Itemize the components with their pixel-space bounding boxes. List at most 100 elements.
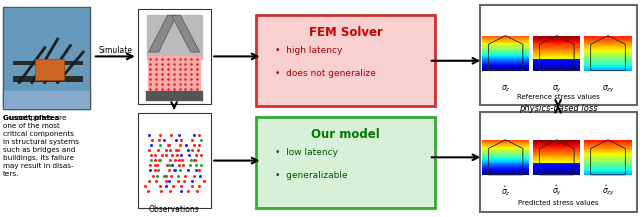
Polygon shape: [584, 63, 632, 64]
Polygon shape: [533, 66, 580, 67]
Polygon shape: [584, 160, 632, 161]
Polygon shape: [584, 59, 632, 60]
Polygon shape: [584, 47, 632, 48]
Polygon shape: [533, 50, 580, 51]
Polygon shape: [584, 172, 632, 173]
Polygon shape: [482, 47, 529, 48]
Polygon shape: [533, 152, 580, 153]
Polygon shape: [584, 170, 632, 171]
Polygon shape: [533, 146, 580, 147]
Polygon shape: [533, 44, 580, 45]
Polygon shape: [482, 45, 529, 46]
Polygon shape: [482, 172, 529, 173]
Text: $\hat{\sigma}_y$: $\hat{\sigma}_y$: [552, 184, 562, 198]
Polygon shape: [482, 52, 529, 53]
Polygon shape: [482, 56, 529, 57]
Polygon shape: [533, 170, 580, 171]
Polygon shape: [533, 41, 580, 42]
Polygon shape: [584, 68, 632, 69]
Polygon shape: [482, 170, 529, 171]
Polygon shape: [482, 58, 529, 59]
Polygon shape: [482, 140, 529, 141]
Polygon shape: [584, 156, 632, 157]
Polygon shape: [533, 57, 580, 58]
Polygon shape: [584, 167, 632, 168]
Polygon shape: [482, 59, 529, 60]
Polygon shape: [533, 46, 580, 47]
Text: •  generalizable: • generalizable: [275, 171, 348, 180]
Polygon shape: [482, 39, 529, 40]
Polygon shape: [533, 56, 580, 57]
Polygon shape: [482, 148, 529, 150]
Polygon shape: [584, 174, 632, 175]
Polygon shape: [482, 43, 529, 44]
Polygon shape: [482, 62, 529, 63]
Polygon shape: [533, 159, 580, 160]
Polygon shape: [584, 42, 632, 43]
Polygon shape: [584, 154, 632, 155]
Polygon shape: [584, 168, 632, 169]
Polygon shape: [533, 158, 580, 159]
Polygon shape: [482, 166, 529, 167]
Polygon shape: [533, 49, 580, 50]
Polygon shape: [533, 142, 580, 143]
Polygon shape: [533, 37, 580, 38]
Polygon shape: [584, 55, 632, 56]
Polygon shape: [533, 165, 580, 166]
Polygon shape: [584, 65, 632, 66]
Polygon shape: [533, 147, 580, 148]
Text: FEM Solver: FEM Solver: [308, 26, 383, 39]
Polygon shape: [482, 41, 529, 42]
Polygon shape: [482, 46, 529, 47]
Text: Gusset plates are
one of the most
critical components
in structural systems
such: Gusset plates are one of the most critic…: [3, 115, 79, 177]
Polygon shape: [584, 144, 632, 145]
Polygon shape: [482, 65, 529, 66]
Polygon shape: [482, 157, 529, 158]
Polygon shape: [482, 150, 529, 151]
Polygon shape: [482, 69, 529, 70]
FancyBboxPatch shape: [480, 5, 637, 105]
Polygon shape: [584, 66, 632, 67]
Text: Our model: Our model: [311, 128, 380, 141]
Polygon shape: [482, 145, 529, 146]
Polygon shape: [482, 51, 529, 52]
Polygon shape: [482, 67, 529, 68]
Polygon shape: [533, 167, 580, 168]
Polygon shape: [482, 152, 529, 153]
Polygon shape: [584, 58, 632, 59]
FancyBboxPatch shape: [138, 113, 211, 208]
Polygon shape: [533, 145, 580, 146]
Text: Simulate: Simulate: [98, 46, 132, 55]
Polygon shape: [584, 171, 632, 172]
Polygon shape: [584, 173, 632, 174]
Text: $\hat{\sigma}_z$: $\hat{\sigma}_z$: [500, 184, 511, 198]
Polygon shape: [533, 141, 580, 142]
Polygon shape: [533, 67, 580, 68]
Polygon shape: [482, 168, 529, 169]
Polygon shape: [584, 164, 632, 165]
Polygon shape: [533, 52, 580, 53]
Polygon shape: [533, 168, 580, 169]
Text: •  does not generalize: • does not generalize: [275, 69, 376, 78]
Polygon shape: [533, 55, 580, 56]
Polygon shape: [13, 76, 83, 82]
Polygon shape: [584, 53, 632, 54]
Polygon shape: [533, 172, 580, 173]
Polygon shape: [584, 52, 632, 53]
Polygon shape: [482, 154, 529, 155]
Polygon shape: [482, 167, 529, 168]
Polygon shape: [584, 60, 632, 61]
Polygon shape: [533, 155, 580, 156]
Polygon shape: [482, 53, 529, 54]
Polygon shape: [482, 60, 529, 61]
Text: Observations: Observations: [148, 205, 200, 214]
Polygon shape: [533, 164, 580, 165]
Polygon shape: [482, 163, 529, 164]
Text: $\hat{\sigma}_{zy}$: $\hat{\sigma}_{zy}$: [602, 184, 614, 198]
Polygon shape: [533, 160, 580, 161]
Polygon shape: [482, 61, 529, 62]
Text: physics-based loss: physics-based loss: [519, 104, 597, 113]
Polygon shape: [584, 56, 632, 57]
Polygon shape: [533, 166, 580, 167]
Text: Gusset plates: Gusset plates: [3, 115, 60, 121]
